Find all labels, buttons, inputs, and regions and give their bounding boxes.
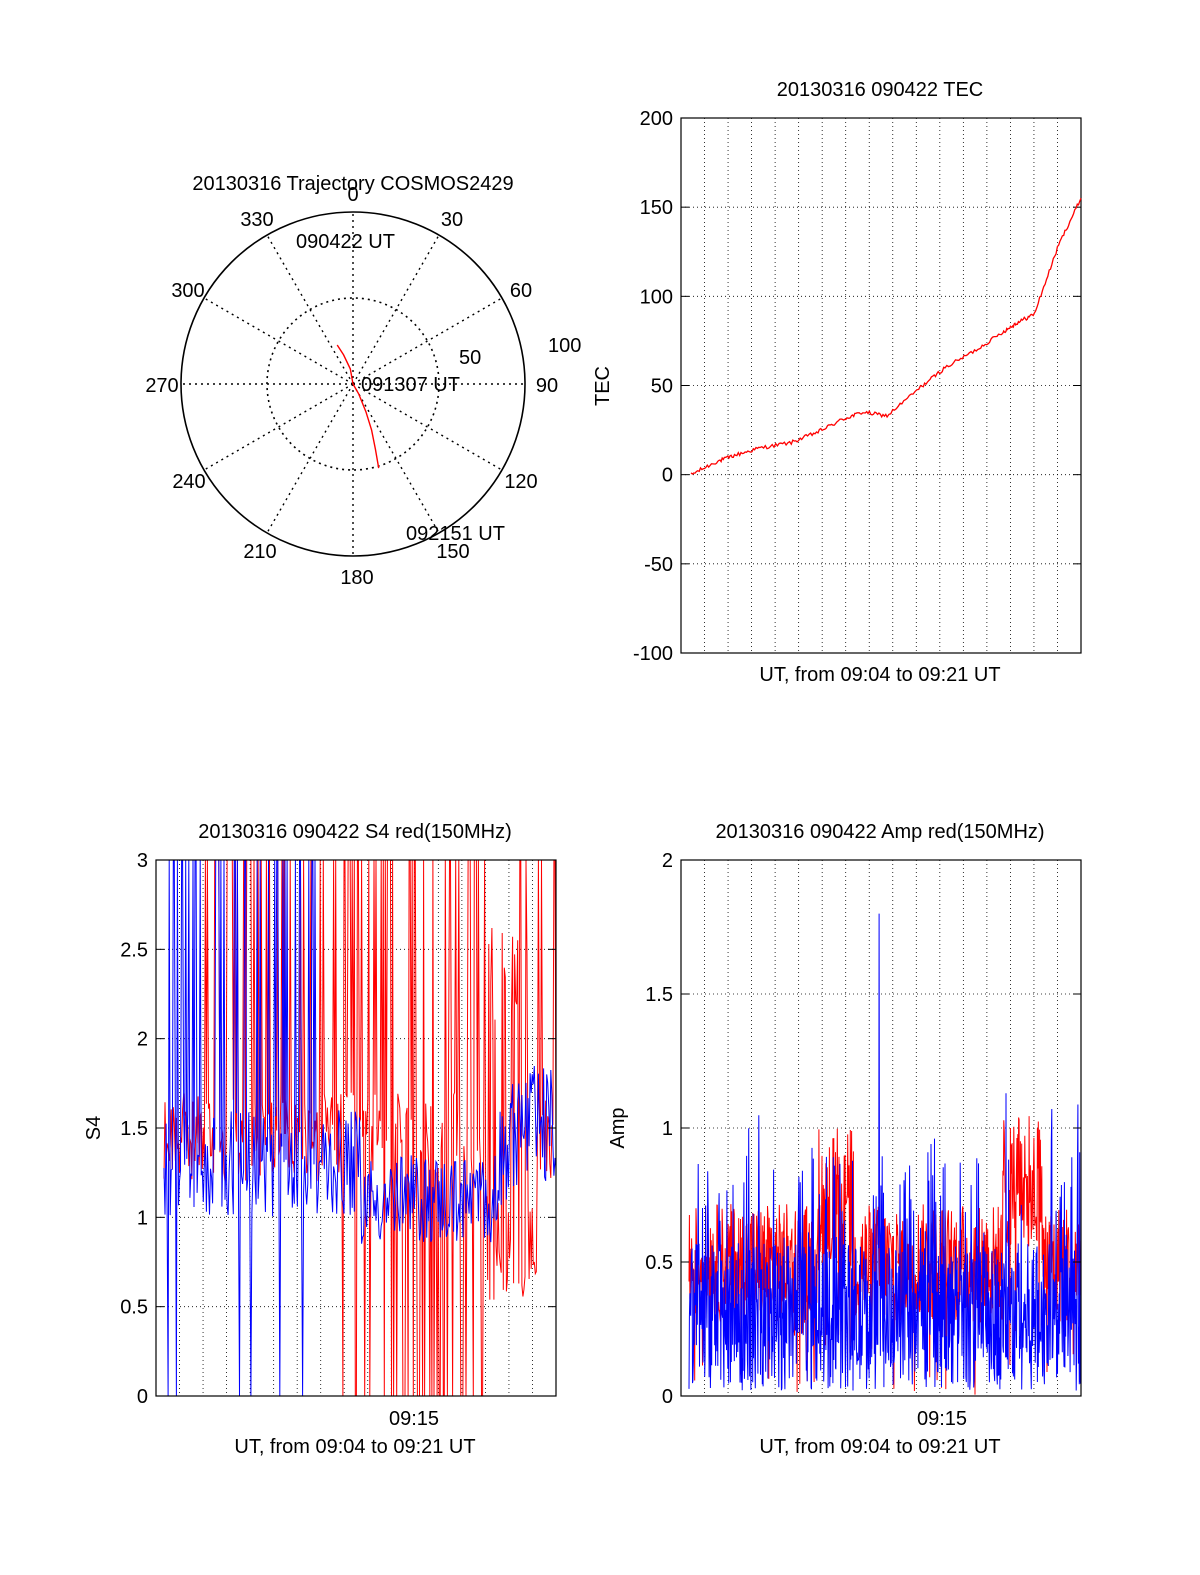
s4-panel: 20130316 090422 S4 red(150MHz) 0 0.5 1 1.5 2… bbox=[83, 821, 557, 1458]
azimuth-label-90: 90 bbox=[536, 375, 558, 397]
radial-label-50: 50 bbox=[459, 347, 481, 369]
amp-ytick-label: 0.5 bbox=[645, 1252, 673, 1274]
mid-time-annotation: 091307 UT bbox=[361, 374, 460, 396]
amp-ytick-label: 0 bbox=[662, 1386, 673, 1408]
tec-xlabel: UT, from 09:04 to 09:21 UT bbox=[759, 664, 1000, 686]
amp-ytick-label: 1.5 bbox=[645, 984, 673, 1006]
amp-blue-series bbox=[688, 913, 1082, 1391]
azimuth-label-30: 30 bbox=[441, 209, 463, 231]
polar-trajectory-panel: 20130316 Trajectory COSMOS2429 0 30 60 90 12… bbox=[145, 173, 581, 589]
polar-spoke-60 bbox=[352, 297, 503, 385]
polar-spoke-150 bbox=[352, 383, 440, 534]
tec-panel: 20130316 090422 TEC -100-50050100150200 … bbox=[592, 79, 1082, 686]
polar-spoke-240 bbox=[203, 383, 354, 471]
s4-blue-series bbox=[163, 859, 557, 1397]
azimuth-label-270: 270 bbox=[145, 375, 178, 397]
tec-series-line bbox=[690, 198, 1082, 475]
s4-ytick-label: 1.5 bbox=[120, 1118, 148, 1140]
tec-ytick-label: -50 bbox=[644, 554, 673, 576]
s4-xtick-0915: 09:15 bbox=[389, 1408, 439, 1430]
s4-ytick-label: 0 bbox=[137, 1386, 148, 1408]
tec-ytick-label: -100 bbox=[633, 643, 673, 665]
azimuth-label-150: 150 bbox=[436, 541, 469, 563]
azimuth-label-330: 330 bbox=[240, 209, 273, 231]
s4-ytick-label: 1 bbox=[137, 1207, 148, 1229]
polar-spoke-330 bbox=[266, 234, 354, 385]
tec-title: 20130316 090422 TEC bbox=[777, 79, 983, 101]
trajectory-line bbox=[336, 344, 380, 469]
s4-xlabel: UT, from 09:04 to 09:21 UT bbox=[234, 1436, 475, 1458]
s4-ytick-label: 2.5 bbox=[120, 939, 148, 961]
azimuth-label-300: 300 bbox=[171, 280, 204, 302]
azimuth-label-0: 0 bbox=[347, 184, 358, 206]
s4-ytick-label: 0.5 bbox=[120, 1297, 148, 1319]
tec-ytick-label: 0 bbox=[662, 465, 673, 487]
amp-panel: 20130316 090422 Amp red(150MHz) 0 0.5 1 1.5… bbox=[607, 821, 1082, 1458]
radial-label-100: 100 bbox=[548, 335, 581, 357]
azimuth-label-240: 240 bbox=[172, 471, 205, 493]
s4-title: 20130316 090422 S4 red(150MHz) bbox=[198, 821, 512, 843]
azimuth-label-120: 120 bbox=[504, 471, 537, 493]
s4-ytick-label: 3 bbox=[137, 850, 148, 872]
amp-ylabel: Amp bbox=[607, 1107, 629, 1148]
polar-spoke-30 bbox=[352, 234, 440, 385]
polar-spoke-120 bbox=[352, 383, 503, 471]
amp-xlabel: UT, from 09:04 to 09:21 UT bbox=[759, 1436, 1000, 1458]
polar-title: 20130316 Trajectory COSMOS2429 bbox=[192, 173, 513, 195]
tec-ylabel: TEC bbox=[592, 366, 614, 406]
s4-ytick-label: 2 bbox=[137, 1029, 148, 1051]
amp-ytick-label: 1 bbox=[662, 1118, 673, 1140]
polar-outer-circle bbox=[180, 211, 526, 557]
azimuth-label-180: 180 bbox=[340, 567, 373, 589]
polar-spoke-210 bbox=[266, 383, 354, 534]
azimuth-label-60: 60 bbox=[510, 280, 532, 302]
end-time-annotation: 092151 UT bbox=[406, 523, 505, 545]
tec-ytick-label: 50 bbox=[651, 376, 673, 398]
start-time-annotation: 090422 UT bbox=[296, 231, 395, 253]
tec-ytick-label: 200 bbox=[640, 108, 673, 130]
amp-ytick-label: 2 bbox=[662, 850, 673, 872]
tec-ytick-label: 100 bbox=[640, 286, 673, 308]
s4-ylabel: S4 bbox=[83, 1116, 105, 1140]
azimuth-label-210: 210 bbox=[243, 541, 276, 563]
amp-title: 20130316 090422 Amp red(150MHz) bbox=[715, 821, 1044, 843]
tec-ytick-label: 150 bbox=[640, 197, 673, 219]
polar-spoke-300 bbox=[203, 297, 354, 385]
amp-xtick-0915: 09:15 bbox=[917, 1408, 967, 1430]
